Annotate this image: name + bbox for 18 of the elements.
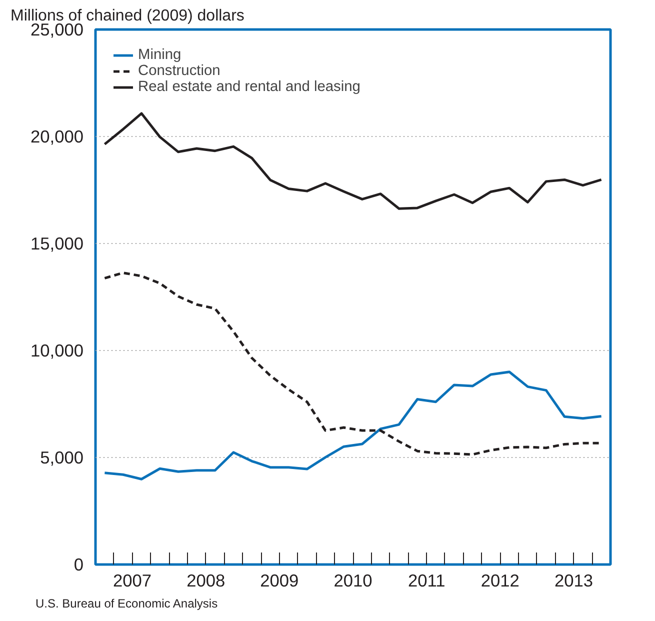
y-tick-label: 5,000 (40, 448, 84, 468)
y-tick-label: 15,000 (30, 234, 84, 254)
x-tick-label: 2011 (408, 570, 446, 590)
x-tick-label: 2009 (260, 570, 299, 590)
legend-label: Construction (138, 63, 220, 79)
legend-label: Real estate and rental and leasing (138, 79, 360, 95)
y-tick-label: 0 (74, 554, 84, 574)
x-tick-label: 2013 (554, 570, 594, 590)
y-tick-label: 10,000 (30, 340, 84, 360)
x-tick-label: 2007 (113, 570, 152, 590)
y-tick-label: 20,000 (30, 126, 84, 146)
legend-label: Mining (138, 47, 182, 63)
line-series (103, 370, 603, 480)
x-tick-label: 2010 (334, 570, 372, 590)
x-tick-label: 2012 (480, 570, 520, 590)
x-tick-label: 2008 (186, 570, 226, 590)
line-series (103, 112, 603, 210)
text: U.S. Bureau of Economic Analysis (36, 596, 218, 610)
